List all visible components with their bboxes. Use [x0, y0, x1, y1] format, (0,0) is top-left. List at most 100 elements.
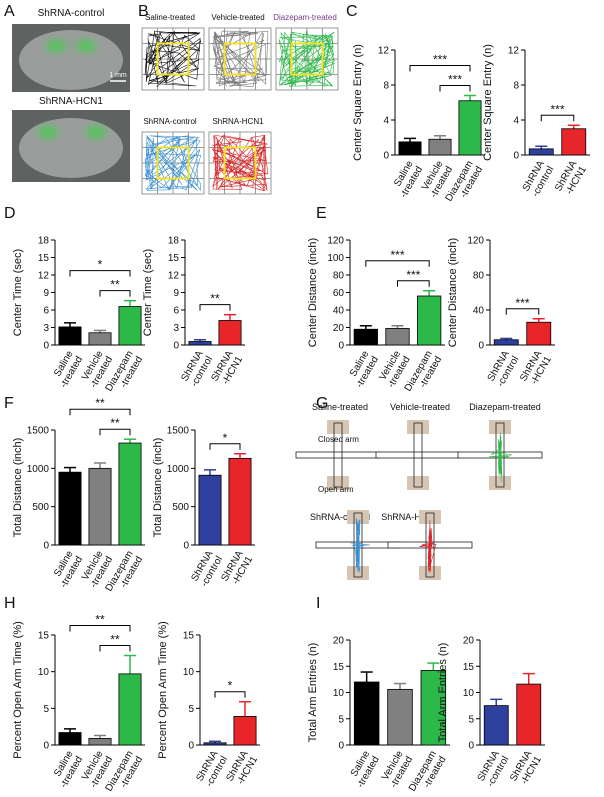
y-tick-label: 12 [378, 46, 390, 57]
y-tick-label: 20 [333, 636, 345, 647]
significance-bracket [99, 290, 131, 297]
image-caption: Vehicle-treated [211, 13, 264, 22]
y-axis-label: Center Time (sec) [12, 249, 24, 336]
closed-arm [413, 422, 423, 488]
maze-end [407, 420, 429, 434]
y-axis-label: Total Arm Entries (n) [437, 643, 449, 743]
bar [118, 673, 142, 746]
image-caption: ShRNA-control [310, 512, 370, 522]
bar [88, 332, 112, 346]
center-square [156, 42, 190, 76]
bar [58, 471, 82, 546]
y-tick-label: 40 [473, 306, 485, 317]
x-tick-label: ShRNA-HCN1 [209, 349, 245, 389]
y-tick-label: 80 [333, 271, 345, 282]
y-axis-label: Total Distance (inch) [12, 438, 24, 538]
center-square [223, 146, 257, 180]
y-tick-label: 12 [168, 271, 180, 282]
panel-label: I [316, 595, 320, 612]
y-axis-label: Total Distance (inch) [152, 438, 164, 538]
x-tick-label: ShRNA-HCN1 [224, 749, 260, 789]
y-axis-label: Percent Open Arm Time (%) [12, 621, 24, 759]
x-tick-label: Diazepam-treated [104, 349, 146, 399]
significance-bracket [199, 304, 231, 311]
maze-end [419, 566, 441, 580]
y-tick-label: 12 [508, 46, 520, 57]
significance-label: ** [95, 396, 105, 410]
center-square [223, 42, 257, 76]
y-tick-label: 0 [478, 341, 484, 352]
arm-label: Closed arm [318, 435, 359, 444]
panel-label: G [316, 395, 328, 412]
significance-label: * [228, 679, 233, 693]
significance-bracket [69, 408, 131, 416]
significance-label: *** [515, 296, 529, 310]
y-axis-label: Center Distance (inch) [307, 238, 319, 347]
y-tick-label: 9 [173, 288, 179, 299]
bar [387, 688, 413, 746]
bar [188, 341, 212, 346]
bar [58, 326, 82, 346]
panel-label: C [346, 3, 358, 20]
y-tick-label: 0 [338, 741, 344, 752]
maze-end [407, 476, 429, 490]
bar [428, 138, 452, 156]
bar [198, 474, 222, 546]
panel-label: D [4, 205, 16, 222]
y-tick-label: 10 [38, 667, 50, 678]
y-tick-label: 0 [513, 151, 519, 162]
y-tick-label: 10 [183, 667, 195, 678]
bar [516, 683, 542, 746]
image-caption: Saline-treated [145, 13, 195, 22]
y-tick-label: 15 [38, 253, 50, 264]
y-tick-label: 8 [383, 81, 389, 92]
x-tick-label: Saline-treated [49, 349, 85, 390]
bar [526, 321, 552, 346]
significance-label: *** [433, 53, 447, 67]
y-tick-label: 120 [467, 236, 484, 247]
bar [561, 128, 587, 156]
trajectory [278, 30, 335, 88]
y-tick-label: 80 [473, 271, 485, 282]
x-tick-label: Saline-treated [345, 349, 381, 390]
y-tick-label: 15 [183, 631, 195, 642]
bar [420, 670, 447, 746]
y-tick-label: 18 [168, 236, 180, 247]
trajectory [419, 519, 437, 573]
y-tick-label: 0 [338, 341, 344, 352]
bar [233, 716, 257, 746]
image-caption: ShRNA-HCN1 [212, 117, 264, 126]
trajectory [212, 30, 269, 88]
x-tick-label: ShRNA-HCN1 [508, 749, 544, 789]
panel-label: F [4, 395, 14, 412]
significance-bracket [439, 85, 471, 92]
image-caption: ShRNA-control [38, 8, 105, 19]
significance-label: ** [110, 278, 120, 292]
y-tick-label: 1000 [27, 464, 50, 475]
brain-image [12, 24, 130, 92]
x-tick-label: Saline-treated [49, 749, 85, 790]
maze-end [489, 420, 511, 434]
y-axis-label: Center Square Entry (n) [352, 44, 364, 161]
x-tick-label: Saline-treated [389, 159, 425, 200]
x-tick-label: Diazepam-treated [407, 749, 449, 797]
y-tick-label: 15 [463, 662, 475, 673]
significance-label: *** [448, 73, 462, 87]
y-axis-label: Center Square Entry (n) [482, 44, 494, 161]
maze-end [347, 566, 369, 580]
y-tick-label: 15 [168, 253, 180, 264]
x-tick-label: ShRNA-HCN1 [219, 549, 255, 589]
y-tick-label: 5 [338, 714, 344, 725]
trajectory [144, 135, 202, 192]
bar [88, 467, 112, 546]
bar [88, 738, 112, 746]
y-tick-label: 6 [43, 306, 49, 317]
y-tick-label: 8 [513, 81, 519, 92]
open-arm [375, 451, 461, 459]
x-tick-label: Diazepam-treated [104, 549, 146, 599]
image-caption: Saline-treated [312, 402, 368, 412]
y-tick-label: 4 [383, 116, 389, 127]
y-tick-label: 18 [38, 236, 50, 247]
y-tick-label: 15 [333, 662, 345, 673]
y-axis-label: Percent Open Arm Time (%) [157, 621, 169, 759]
